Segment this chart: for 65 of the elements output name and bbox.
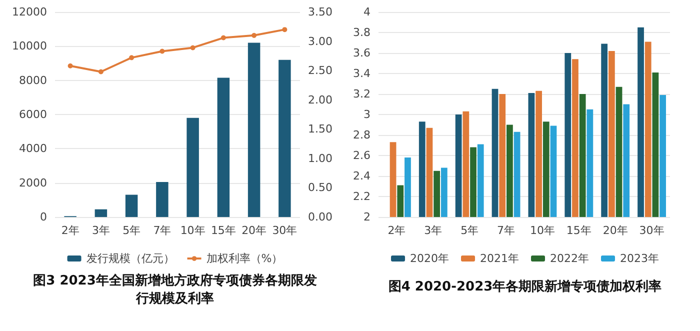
y-tick-label: 2.8 [352,128,370,142]
y2-tick-label: 3.00 [308,34,332,48]
legend-label: 2021年 [480,252,520,265]
legend-label: 2022年 [550,252,589,265]
legend-label: 2020年 [410,252,450,265]
bar [94,209,108,217]
bar [156,182,168,217]
x-tick-label: 2年 [61,224,80,237]
point [68,63,73,68]
y-tick-label: 3 [363,108,370,121]
x-tick-label: 15年 [566,224,592,237]
y-tick-label: 4000 [19,142,47,156]
text: 图4 2020-2023年各期限新增专项债加权利率 [388,278,662,294]
x-tick-label: 10年 [180,224,206,237]
legend-label: 加权利率（%） [206,252,283,265]
y-tick-label: 2.2 [352,190,370,203]
point [160,48,165,54]
x-tick-label: 30年 [272,224,298,237]
x-tick-label: 7年 [497,224,516,237]
y-tick-label: 2.4 [352,170,370,182]
x-tick-label: 20年 [602,224,628,237]
y-tick-label: 4 [363,6,370,18]
bar [217,78,230,217]
bar [278,60,291,217]
y-tick-label: 10000 [12,40,47,53]
x-tick-label: 3年 [424,224,442,237]
y-tick-label: 0 [40,210,47,224]
y-tick-label: 3.6 [352,46,370,60]
bar [186,118,199,217]
y2-tick-label: 0.00 [308,210,332,224]
y2-tick-label: 3.50 [308,6,332,18]
y2-tick-label: 2.00 [308,93,332,106]
y2-tick-label: 2.50 [308,64,332,78]
y-tick-label: 8000 [19,74,47,87]
y-tick-label: 3.4 [352,67,370,80]
point [220,35,226,40]
y2-tick-label: 1.00 [308,152,332,165]
point [252,32,257,38]
point [282,27,288,32]
y-tick-label: 6000 [19,108,47,121]
x-tick-label: 5年 [460,224,479,237]
x-tick-label: 7年 [153,224,172,237]
legend-label: 发行规模（亿元） [86,252,174,265]
y-tick-label: 2000 [19,176,47,190]
y-tick-label: 2.6 [352,149,370,162]
legend-label: 2023年 [620,252,659,265]
y-tick-label: 3.8 [352,26,370,39]
y2-tick-label: 0.50 [308,181,332,194]
y-tick-label: 3.2 [352,88,370,100]
point [190,45,196,50]
x-tick-label: 10年 [530,224,555,237]
bar [125,194,138,217]
y2-tick-label: 1.50 [308,122,332,136]
x-tick-label: 2年 [388,224,406,237]
x-tick-label: 15年 [210,224,236,237]
text: 图3 2023年全国新增地方政府专项债券各期限发行规模及利率 [33,272,317,306]
point [98,69,104,74]
point [129,55,134,60]
y-tick-label: 2 [363,210,370,224]
y-tick-label: 12000 [12,6,47,18]
x-tick-label: 5年 [122,224,141,237]
bar [248,42,260,217]
x-tick-label: 3年 [92,224,110,237]
x-tick-label: 30年 [639,224,664,237]
x-tick-label: 20年 [242,224,267,237]
